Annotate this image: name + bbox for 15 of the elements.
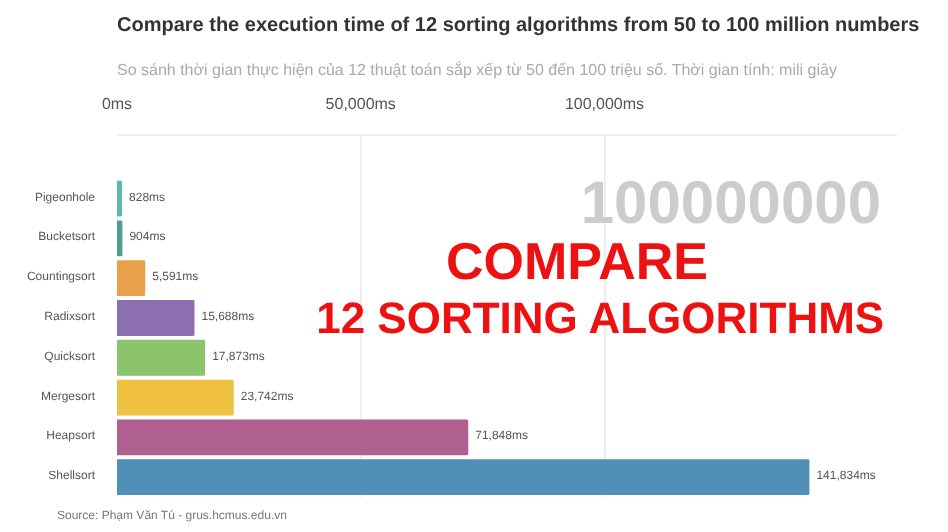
bar [117, 180, 123, 217]
annotation: 12 SORTING ALGORITHMS [316, 293, 885, 343]
chart-subtitle: So sánh thời gian thực hiện của 12 thuật toán sắp xếp từ 50 đến 100 triệu số. Thời gian tính: mili giây [117, 61, 837, 79]
x-tick-label: 50,000ms [325, 95, 396, 113]
bar [117, 260, 146, 297]
x-tick-label: 100,000ms [564, 95, 645, 113]
x-tick-label: 0ms [101, 95, 133, 113]
bar [117, 379, 234, 416]
chart-title: Compare the execution time of 12 sorting algorithms from 50 to 100 million numbers [117, 15, 921, 37]
bar [117, 300, 195, 336]
bar [117, 339, 206, 376]
bar [117, 220, 123, 257]
annotation: COMPARE [446, 231, 708, 291]
bar [117, 459, 810, 496]
bar [117, 419, 469, 456]
